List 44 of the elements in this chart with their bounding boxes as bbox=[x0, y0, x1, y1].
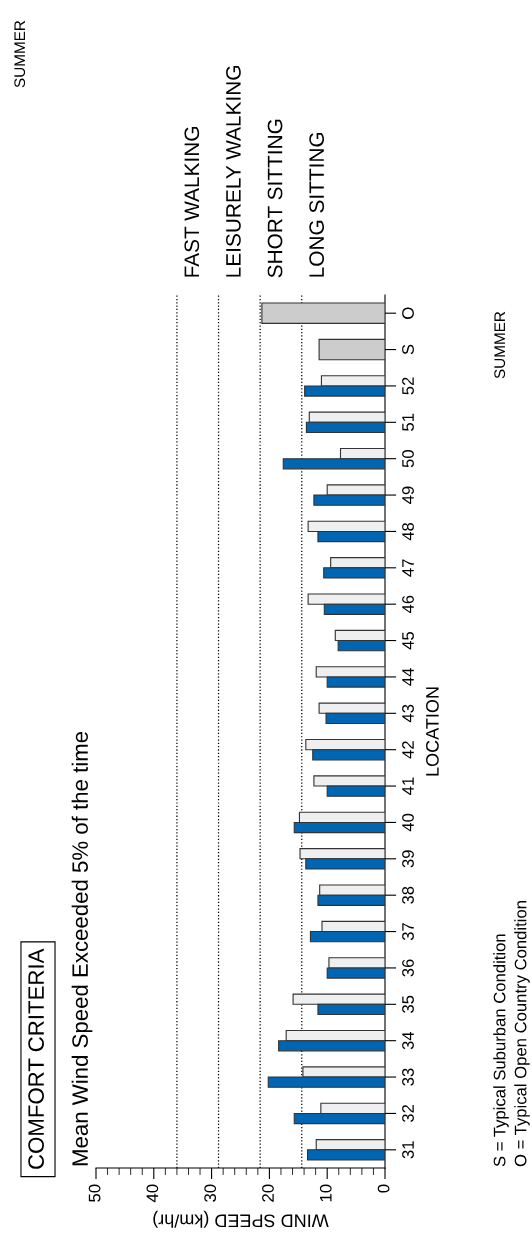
ref-line-label: SHORT SITTING bbox=[267, 119, 283, 278]
y-tick-label: 32 bbox=[402, 1105, 414, 1123]
text: SUMMER bbox=[494, 311, 506, 379]
text: O = Typical Open Country Condition bbox=[514, 901, 530, 1167]
y-tick-label: 52 bbox=[402, 377, 414, 395]
y-axis-title: LOCATION bbox=[426, 687, 439, 776]
y-tick-label: O bbox=[402, 307, 414, 319]
y-tick-label: 35 bbox=[402, 995, 414, 1013]
y-tick-label: 46 bbox=[402, 595, 414, 614]
x-tick-label: 10 bbox=[319, 1184, 332, 1202]
y-tick-label: 51 bbox=[402, 413, 414, 431]
bar bbox=[261, 302, 385, 324]
ref-line-label: LEISURELY WALKING bbox=[226, 66, 241, 277]
y-tick-label: 45 bbox=[402, 631, 414, 650]
y-tick-label: 33 bbox=[402, 1068, 414, 1086]
text: Mean Wind Speed Exceeded 5% of the time bbox=[71, 731, 93, 1166]
y-tick-label: 37 bbox=[402, 923, 414, 941]
x-tick-label: 20 bbox=[262, 1184, 274, 1202]
y-tick-label: 44 bbox=[402, 668, 414, 686]
ref-line-label: LONG SITTING bbox=[309, 132, 325, 277]
x-tick-label: 30 bbox=[204, 1184, 217, 1202]
y-tick-label: 47 bbox=[402, 559, 414, 577]
y-tick-label: 41 bbox=[402, 777, 414, 795]
x-axis-title: WIND SPEED (km/hr) bbox=[153, 1210, 329, 1228]
bar bbox=[318, 338, 385, 361]
y-tick-label: 50 bbox=[402, 450, 414, 468]
ref-line-label: FAST WALKING bbox=[184, 127, 200, 277]
y-tick-label: 43 bbox=[402, 704, 414, 723]
y-tick-label: 40 bbox=[402, 813, 414, 832]
text: S = Typical Suburban Condition bbox=[493, 934, 509, 1167]
text: SUMMER bbox=[14, 20, 26, 88]
y-tick-label: 48 bbox=[402, 522, 414, 541]
x-tick-label: 40 bbox=[146, 1184, 159, 1203]
y-tick-label: 49 bbox=[402, 486, 414, 504]
x-tick-label: 0 bbox=[377, 1184, 390, 1193]
x-tick-label: 50 bbox=[88, 1184, 101, 1202]
y-tick-label: S bbox=[402, 344, 414, 355]
y-tick-label: 36 bbox=[402, 959, 414, 977]
y-tick-label: 39 bbox=[402, 850, 414, 868]
y-tick-label: 42 bbox=[402, 741, 414, 759]
y-tick-label: 31 bbox=[402, 1141, 414, 1159]
y-tick-label: 34 bbox=[402, 1031, 414, 1050]
text: COMFORT CRITERIA bbox=[28, 948, 44, 1169]
y-tick-label: 38 bbox=[402, 886, 414, 904]
